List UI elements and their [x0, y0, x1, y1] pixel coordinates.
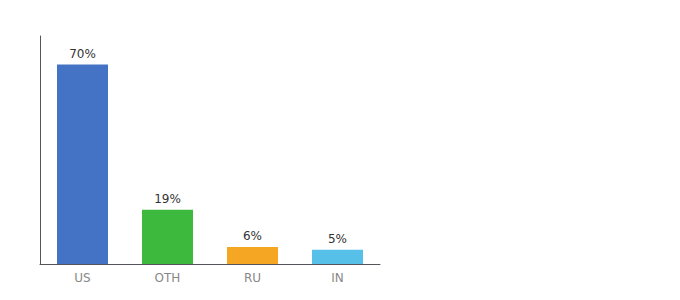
svg-text:OTH: OTH	[155, 271, 181, 285]
svg-text:US: US	[74, 271, 90, 285]
svg-text:6%: 6%	[243, 229, 262, 243]
svg-text:19%: 19%	[154, 192, 181, 206]
svg-text:5%: 5%	[328, 232, 347, 246]
svg-text:RU: RU	[244, 271, 261, 285]
svg-text:IN: IN	[331, 271, 344, 285]
svg-text:70%: 70%	[69, 47, 96, 61]
